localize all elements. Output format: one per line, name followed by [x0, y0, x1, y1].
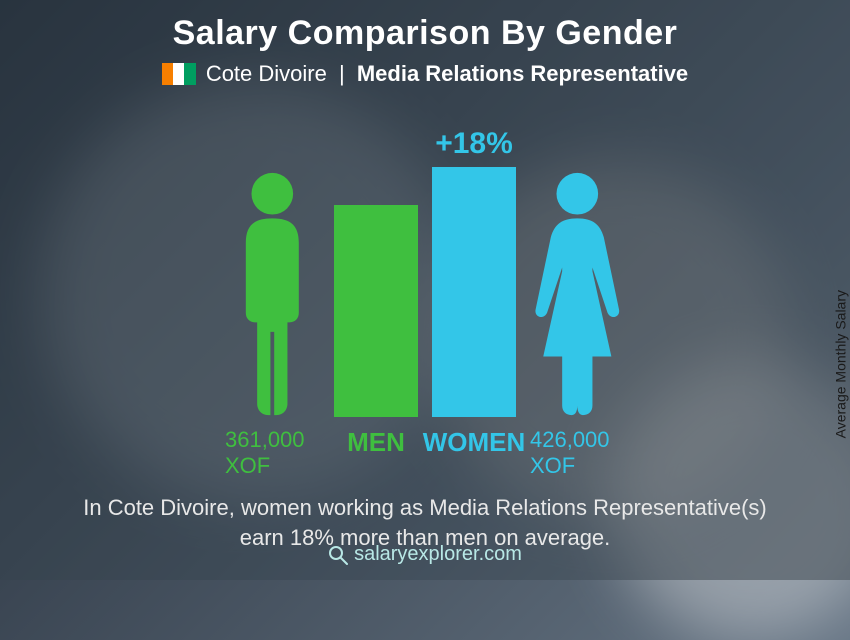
axis-label: Average Monthly Salary	[832, 290, 848, 438]
comparison-chart: +18%	[85, 97, 765, 417]
page-title: Salary Comparison By Gender	[173, 14, 678, 53]
footer-text: salaryexplorer.com	[354, 543, 522, 566]
difference-label: +18%	[435, 127, 513, 161]
subtitle-row: Cote Divoire | Media Relations Represent…	[162, 61, 688, 87]
job-title: Media Relations Representative	[357, 61, 688, 86]
woman-icon	[530, 171, 625, 417]
women-label: WOMEN	[423, 427, 526, 458]
men-salary: 361,000 XOF	[225, 427, 320, 479]
man-icon	[225, 171, 320, 417]
women-salary: 426,000 XOF	[530, 427, 625, 479]
subtitle-text: Cote Divoire | Media Relations Represent…	[206, 61, 688, 87]
country-flag-icon	[162, 63, 196, 85]
baseline-row: 361,000 XOF MEN WOMEN 426,000 XOF	[225, 419, 625, 479]
women-bar	[432, 167, 516, 417]
country-name: Cote Divoire	[206, 61, 327, 86]
logo-icon	[328, 545, 348, 565]
men-bar	[334, 205, 418, 417]
men-label: MEN	[347, 427, 405, 458]
footer: salaryexplorer.com	[0, 543, 850, 566]
